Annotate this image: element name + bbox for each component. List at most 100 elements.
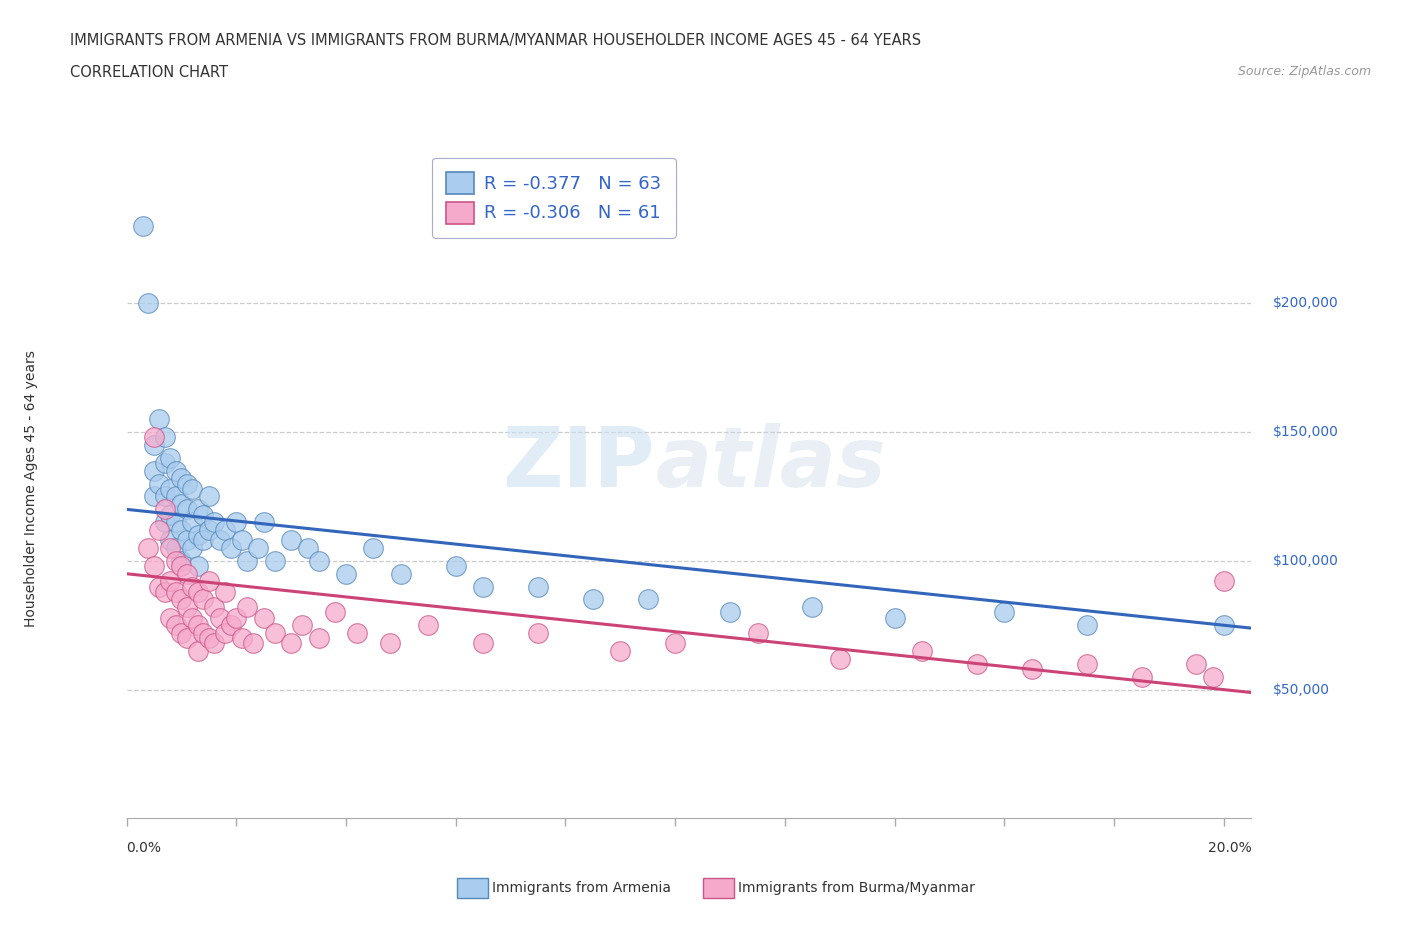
Point <box>202 515 225 530</box>
Point <box>208 610 231 625</box>
Point <box>165 463 187 478</box>
Point <box>346 626 368 641</box>
Point <box>138 296 160 311</box>
Point <box>153 584 176 599</box>
Point <box>165 540 187 555</box>
Text: IMMIGRANTS FROM ARMENIA VS IMMIGRANTS FROM BURMA/MYANMAR HOUSEHOLDER INCOME AGES: IMMIGRANTS FROM ARMENIA VS IMMIGRANTS FR… <box>70 33 921 47</box>
Point <box>170 592 193 607</box>
Point <box>242 636 264 651</box>
Point <box>1202 670 1225 684</box>
Point <box>153 515 176 530</box>
Point <box>202 600 225 615</box>
Point <box>198 631 221 645</box>
Point <box>193 626 215 641</box>
Legend: R = -0.377   N = 63, R = -0.306   N = 61: R = -0.377 N = 63, R = -0.306 N = 61 <box>432 158 676 238</box>
Text: $200,000: $200,000 <box>1272 297 1339 311</box>
Point <box>1212 574 1234 589</box>
Point <box>165 515 187 530</box>
Point <box>159 533 181 548</box>
Point <box>187 527 209 542</box>
Point <box>280 636 302 651</box>
Point <box>181 482 204 497</box>
Point <box>747 626 769 641</box>
Point <box>966 657 988 671</box>
Text: $150,000: $150,000 <box>1272 425 1339 439</box>
Text: 0.0%: 0.0% <box>127 841 162 856</box>
Point <box>219 618 242 632</box>
Point <box>247 540 270 555</box>
Point <box>418 618 440 632</box>
Point <box>214 523 236 538</box>
Point <box>472 579 495 594</box>
Text: Immigrants from Burma/Myanmar: Immigrants from Burma/Myanmar <box>738 881 974 896</box>
Point <box>253 610 276 625</box>
Point <box>159 610 181 625</box>
Point <box>335 566 357 581</box>
Point <box>280 533 302 548</box>
Point <box>291 618 314 632</box>
Point <box>148 523 170 538</box>
Point <box>176 631 198 645</box>
Point <box>472 636 495 651</box>
Point <box>187 559 209 574</box>
Point <box>176 476 198 491</box>
Text: Source: ZipAtlas.com: Source: ZipAtlas.com <box>1237 65 1371 78</box>
Point <box>187 618 209 632</box>
Point <box>159 574 181 589</box>
Point <box>143 430 166 445</box>
Point <box>159 450 181 465</box>
Point <box>219 540 242 555</box>
Point <box>193 507 215 522</box>
Point <box>148 476 170 491</box>
Text: 20.0%: 20.0% <box>1208 841 1251 856</box>
Point <box>225 515 247 530</box>
Point <box>527 626 550 641</box>
Point <box>176 600 198 615</box>
Point <box>718 604 741 619</box>
Point <box>138 540 160 555</box>
Point <box>1076 618 1098 632</box>
Point <box>1076 657 1098 671</box>
Point <box>143 437 166 452</box>
Point <box>165 584 187 599</box>
Point <box>170 559 193 574</box>
Point <box>159 482 181 497</box>
Point <box>165 618 187 632</box>
Point <box>323 604 346 619</box>
Point <box>263 626 285 641</box>
Point <box>609 644 631 658</box>
Point <box>148 412 170 427</box>
Point <box>159 540 181 555</box>
Point <box>1130 670 1153 684</box>
Point <box>198 489 221 504</box>
Text: $50,000: $50,000 <box>1272 683 1330 697</box>
Point <box>297 540 319 555</box>
Point <box>181 515 204 530</box>
Point <box>176 502 198 517</box>
Point <box>801 600 824 615</box>
Point <box>148 579 170 594</box>
Point <box>236 600 259 615</box>
Text: Immigrants from Armenia: Immigrants from Armenia <box>492 881 671 896</box>
Point <box>202 636 225 651</box>
Point <box>170 471 193 485</box>
Point <box>378 636 401 651</box>
Point <box>165 489 187 504</box>
Text: Householder Income Ages 45 - 64 years: Householder Income Ages 45 - 64 years <box>24 350 38 627</box>
Point <box>198 523 221 538</box>
Point <box>153 456 176 471</box>
Point <box>308 553 330 568</box>
Point <box>165 553 187 568</box>
Point <box>911 644 934 658</box>
Point <box>187 584 209 599</box>
Point <box>253 515 276 530</box>
Point <box>1021 661 1043 676</box>
Point <box>582 592 605 607</box>
Point <box>153 430 176 445</box>
Point <box>170 523 193 538</box>
Point <box>170 553 193 568</box>
Point <box>828 651 851 666</box>
Point <box>143 463 166 478</box>
Point <box>159 507 181 522</box>
Point <box>214 584 236 599</box>
